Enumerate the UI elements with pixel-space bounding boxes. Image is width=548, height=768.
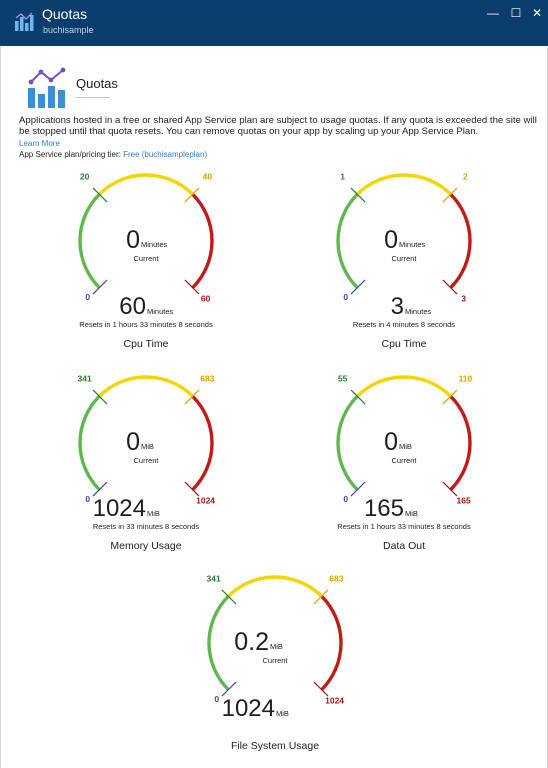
gauge-arc-red	[193, 194, 212, 287]
gauge-min-label: 0	[85, 292, 90, 302]
gauge-min-label: 0	[343, 494, 348, 504]
gauge-current-value: 0	[384, 428, 398, 456]
gauge-arc-green	[338, 396, 357, 489]
gauge-current-value: 0	[384, 226, 398, 254]
gauge-arc-yellow	[357, 175, 450, 194]
gauge-max-value: 1024	[222, 695, 275, 722]
gauge-high-label: 683	[329, 574, 343, 584]
gauge-current-unit: MiB	[399, 442, 412, 451]
gauge-max-unit: MiB	[147, 509, 160, 518]
gauge-arc-yellow	[99, 377, 192, 396]
gauge-max-value: 60	[119, 293, 146, 320]
gauge-current-unit: MiB	[270, 642, 283, 651]
gauge-title: Cpu Time	[124, 338, 169, 350]
gauge-title: File System Usage	[231, 740, 319, 752]
gauge-current-label: Current	[133, 254, 159, 263]
gauge-reset-text: Resets in 1 hours 33 minutes 8 seconds	[79, 320, 213, 329]
gauge-title: Cpu Time	[382, 338, 427, 350]
gauge-max-value: 165	[364, 495, 404, 522]
gauge-current-unit: MiB	[141, 442, 154, 451]
gauge-current-unit: Minutes	[141, 240, 168, 249]
gauge-max-unit: Minutes	[405, 307, 432, 316]
gauge-arc-yellow	[228, 577, 321, 596]
gauge-warn-label: 341	[78, 374, 92, 384]
gauge-reset-text: Resets in 33 minutes 8 seconds	[93, 522, 200, 531]
gauge-warn-label: 341	[207, 574, 221, 584]
gauge-warn-label: 55	[338, 374, 348, 384]
gauge-max-unit: MiB	[276, 709, 289, 718]
gauge-arc-green	[80, 396, 99, 489]
gauge-current-label: Current	[262, 656, 288, 665]
gauge-current-unit: Minutes	[399, 240, 426, 249]
gauge-current-value: 0	[126, 428, 140, 456]
gauge-max-value: 1024	[93, 495, 146, 522]
gauge-arc-yellow	[99, 175, 192, 194]
gauge-limit-label: 1024	[196, 496, 215, 506]
gauge-warn-label: 1	[340, 172, 345, 182]
gauge-reset-text: Resets in 1 hours 33 minutes 8 seconds	[337, 522, 471, 531]
gauge-current-label: Current	[391, 254, 417, 263]
gauge-max-value: 3	[391, 293, 404, 320]
gauge-limit-label: 1024	[325, 696, 344, 706]
gauge-title: Data Out	[383, 540, 425, 552]
gauge-arc-yellow	[357, 377, 450, 396]
gauge-max-unit: Minutes	[147, 307, 174, 316]
gauge-arc-red	[193, 396, 212, 489]
gauge-arc-green	[209, 596, 228, 689]
gauge-reset-text: Resets in 4 minutes 8 seconds	[353, 320, 455, 329]
gauge-limit-label: 60	[201, 294, 211, 304]
gauge-min-label: 0	[214, 694, 219, 704]
gauge-high-label: 683	[200, 374, 214, 384]
gauge-current-label: Current	[133, 456, 159, 465]
gauge-max-unit: MiB	[405, 509, 418, 518]
gauge-current-value: 0	[126, 226, 140, 254]
gauge-arc-green	[80, 194, 99, 287]
gauge-min-label: 0	[343, 292, 348, 302]
gauge-high-label: 40	[203, 172, 213, 182]
gauge-arc-red	[451, 396, 470, 489]
gauge-current-label: Current	[391, 456, 417, 465]
gauge-warn-label: 20	[80, 172, 90, 182]
gauge-arc-red	[451, 194, 470, 287]
gauge-arc-green	[338, 194, 357, 287]
gauge-high-label: 2	[463, 172, 468, 182]
gauge-limit-label: 165	[457, 496, 471, 506]
gauge-high-label: 110	[459, 374, 473, 384]
gauge-title: Memory Usage	[110, 540, 181, 552]
gauge-current-value: 0.2	[234, 628, 269, 656]
gauge-arc-red	[322, 596, 341, 689]
gauge-limit-label: 3	[461, 294, 466, 304]
gauge-min-label: 0	[85, 494, 90, 504]
